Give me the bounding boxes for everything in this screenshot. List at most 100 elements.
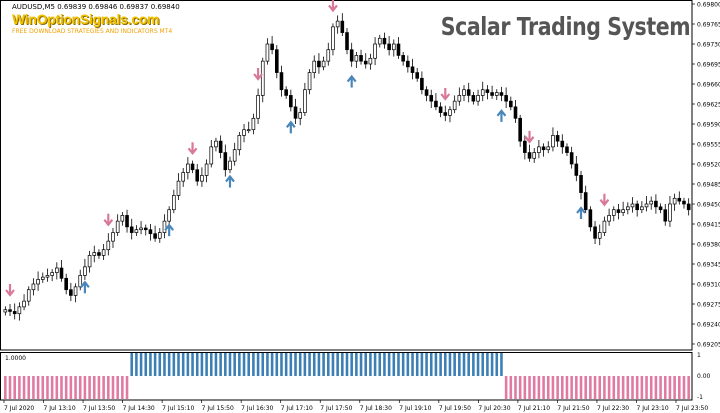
candle [672, 193, 677, 211]
candle-body [139, 227, 143, 231]
histogram-bar [252, 353, 255, 376]
time-tick-label: 7 Jul 19:50 [439, 405, 471, 412]
histogram-bar [462, 353, 466, 376]
candle-body [682, 200, 686, 205]
histogram-bar [88, 376, 91, 399]
candle-body [415, 72, 420, 79]
candle [527, 144, 532, 162]
candle [644, 196, 649, 212]
time-tick-label: 7 Jul 14:30 [123, 405, 155, 412]
price-axis: 0.69800 0.69765 0.69730 0.69695 0.69660 0.696… [692, 2, 720, 349]
histogram-bar [163, 353, 166, 376]
scalar-histogram: 1.0000 1 0.00 -1 [4, 352, 711, 401]
histogram-bar [668, 376, 672, 399]
candle-body [565, 146, 569, 153]
candle-body [382, 37, 387, 45]
candle [270, 36, 274, 55]
histogram-bar [504, 376, 508, 399]
indicator-axis-label: 0.00 [697, 373, 711, 380]
candle [303, 82, 307, 116]
buy-arrow-icon [225, 174, 235, 188]
histogram-bar [172, 353, 176, 376]
candle-body [677, 197, 682, 202]
candle-body [345, 32, 349, 51]
candle-body [256, 95, 260, 119]
histogram-bar [369, 353, 372, 376]
candle-body [611, 209, 616, 216]
histogram-bar [603, 376, 606, 399]
time-tick-label: 7 Jul 13:10 [44, 405, 76, 412]
sell-arrow-icon [440, 88, 451, 101]
candle-body [270, 43, 274, 51]
candle [209, 140, 214, 168]
candle-body [410, 66, 415, 73]
histogram-bar [69, 376, 73, 399]
candle-body [87, 255, 92, 268]
price-tick-label: 0.69800 [697, 2, 720, 9]
candle [480, 81, 485, 102]
histogram-bar [92, 376, 96, 399]
histogram-bar [359, 353, 363, 376]
candle [434, 93, 438, 111]
candle [26, 286, 31, 306]
time-tick-label: 7 Jul 18:30 [360, 405, 392, 412]
histogram-bar [214, 353, 218, 376]
candle-body [298, 112, 302, 119]
brand-title: Scalar Trading System [440, 12, 691, 41]
candle-body [523, 140, 527, 153]
histogram-bar [41, 376, 45, 399]
candle [373, 37, 377, 66]
candle [654, 194, 658, 214]
candle-body [462, 89, 466, 96]
candle-body [321, 60, 326, 68]
candle [195, 164, 200, 186]
candle-body [73, 286, 78, 296]
candle [69, 282, 73, 302]
histogram-bar [575, 376, 578, 399]
candle [111, 228, 115, 248]
candle-body [55, 267, 59, 273]
candle-body [232, 149, 237, 162]
candle-body [303, 89, 307, 113]
candle [284, 86, 288, 99]
candle [232, 142, 237, 166]
histogram-bar [373, 353, 377, 376]
candle-body [237, 135, 242, 151]
candle-body [279, 72, 284, 91]
candle [326, 42, 331, 66]
histogram-bar [439, 353, 442, 376]
candle-body [499, 92, 504, 96]
histogram-bar [523, 376, 527, 399]
histogram-bar [298, 353, 302, 376]
histogram-bar [364, 353, 368, 376]
candle-body [265, 43, 270, 62]
histogram-bar [607, 376, 611, 399]
candle-body [69, 289, 73, 296]
histogram-bar [167, 353, 171, 376]
candle-body [513, 106, 518, 119]
candle-body [307, 72, 312, 91]
candle [574, 156, 579, 182]
indicator-axis-label: -1 [697, 394, 703, 401]
candle-body [588, 209, 593, 228]
candle [555, 130, 560, 147]
histogram-bar [336, 353, 339, 376]
time-tick-label: 7 Jul 22:30 [597, 405, 629, 412]
candle-body [101, 249, 106, 256]
candle [246, 121, 251, 134]
candle [293, 98, 298, 124]
candle [626, 202, 630, 215]
candle [509, 96, 513, 111]
signal-arrows [5, 0, 610, 297]
histogram-bar [481, 353, 485, 376]
histogram-bar [350, 353, 353, 376]
histogram-bar [532, 376, 536, 399]
histogram-bar [631, 376, 634, 399]
histogram-bar [209, 353, 213, 376]
candle-body [260, 60, 265, 96]
candle [621, 201, 625, 216]
histogram-bar [83, 376, 87, 399]
price-tick-label: 0.69765 [697, 22, 720, 29]
candle [237, 132, 242, 156]
